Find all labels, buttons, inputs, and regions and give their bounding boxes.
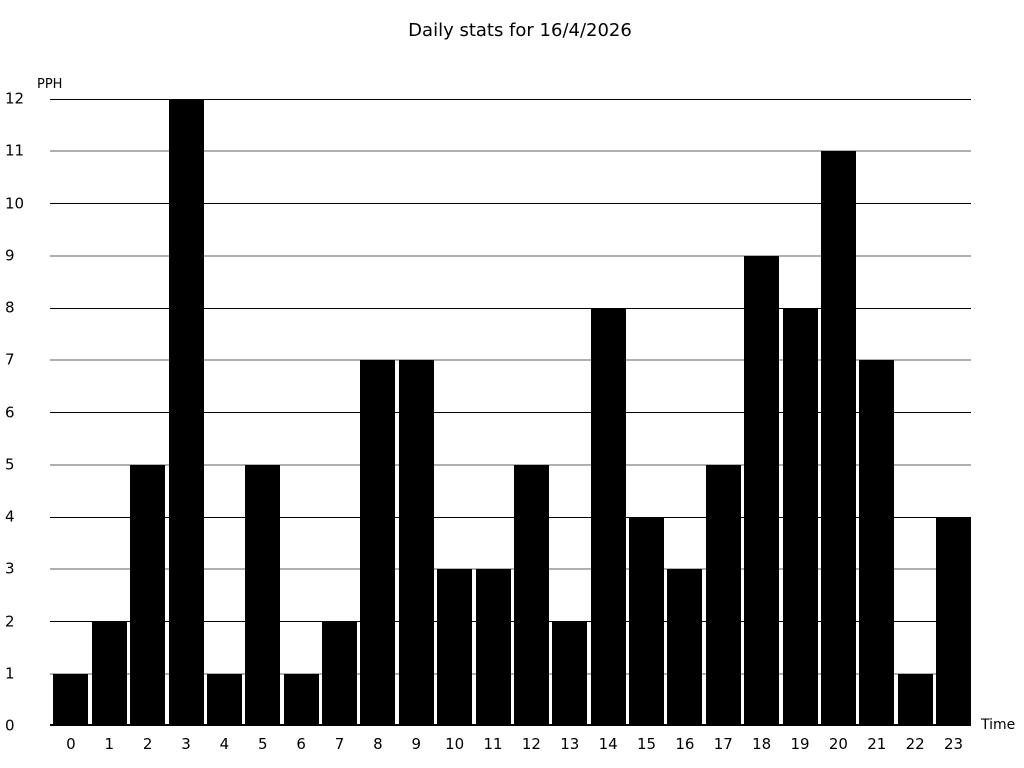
bar-hour-21 — [859, 360, 895, 726]
ytick-label-9: 9 — [5, 246, 15, 265]
gridline-y2 — [50, 621, 971, 622]
bar-hour-0 — [53, 673, 89, 726]
xtick-label-9: 9 — [411, 735, 422, 753]
xtick-label-7: 7 — [334, 735, 345, 753]
ytick-label-1: 1 — [5, 664, 15, 683]
xtick-label-21: 21 — [867, 735, 887, 753]
xtick-label-0: 0 — [66, 735, 76, 753]
bar-hour-23 — [936, 517, 971, 726]
xtick-label-23: 23 — [943, 735, 964, 753]
bar-hour-9 — [398, 360, 434, 726]
ytick-label-6: 6 — [5, 403, 15, 421]
xtick-label-22: 22 — [905, 735, 925, 753]
gridline-y8 — [50, 307, 971, 309]
xtick-label-18: 18 — [752, 735, 772, 753]
bar-hour-2 — [130, 464, 166, 726]
ytick-label-0: 0 — [5, 716, 15, 735]
y-axis-label: PPH — [37, 77, 63, 92]
ytick-label-12: 12 — [5, 89, 25, 108]
bar-hour-5 — [245, 464, 281, 726]
xtick-label-12: 12 — [521, 735, 541, 753]
ytick-label-3: 3 — [5, 559, 15, 578]
xtick-label-3: 3 — [181, 735, 191, 753]
bar-hour-6 — [283, 673, 319, 726]
xtick-label-11: 11 — [483, 735, 503, 753]
bar-hour-11 — [475, 569, 511, 726]
bar-hour-10 — [437, 569, 473, 726]
bar-hour-16 — [667, 569, 703, 726]
ytick-label-8: 8 — [5, 298, 15, 317]
xtick-label-20: 20 — [828, 735, 848, 753]
gridline-y4 — [50, 516, 971, 518]
ytick-label-11: 11 — [5, 141, 25, 160]
ytick-label-10: 10 — [5, 194, 25, 212]
gridline-y1 — [50, 672, 971, 675]
ytick-label-7: 7 — [5, 350, 15, 369]
gridline-y5 — [50, 463, 971, 466]
bar-hour-12 — [513, 464, 549, 726]
x-axis-line — [50, 724, 971, 726]
xtick-label-16: 16 — [675, 735, 695, 753]
bar-hour-4 — [206, 673, 242, 726]
bar-hour-1 — [91, 621, 127, 726]
bar-hour-8 — [360, 360, 396, 726]
ytick-label-4: 4 — [5, 507, 15, 526]
gridline-y3 — [50, 568, 971, 571]
bar-hour-7 — [322, 621, 357, 726]
ytick-label-5: 5 — [5, 455, 15, 474]
gridline-y9 — [50, 254, 971, 257]
bar-hour-3 — [168, 99, 204, 726]
bar-hour-15 — [629, 517, 664, 726]
xtick-label-13: 13 — [560, 735, 580, 753]
xtick-label-10: 10 — [445, 735, 465, 753]
x-axis-label: Time — [981, 717, 1016, 733]
xtick-label-5: 5 — [257, 735, 268, 753]
xtick-label-15: 15 — [636, 735, 657, 753]
xtick-label-6: 6 — [296, 735, 306, 753]
bar-hour-13 — [552, 621, 588, 726]
gridline-y11 — [50, 150, 971, 153]
xtick-label-8: 8 — [373, 735, 383, 753]
ytick-label-2: 2 — [5, 612, 15, 630]
gridline-y6 — [50, 412, 971, 413]
xtick-label-14: 14 — [598, 735, 618, 753]
xtick-label-17: 17 — [713, 735, 733, 753]
xtick-label-19: 19 — [790, 735, 810, 753]
xtick-label-4: 4 — [219, 735, 230, 753]
plot-area — [50, 98, 971, 726]
bar-hour-18 — [744, 255, 780, 726]
chart-title: Daily stats for 16/4/2026 — [408, 20, 632, 41]
bar-hour-19 — [782, 308, 818, 726]
bar-hour-17 — [705, 464, 741, 726]
bar-hour-20 — [820, 151, 856, 726]
gridline-y10 — [50, 203, 971, 204]
gridline-y12 — [50, 98, 971, 100]
bar-hour-22 — [897, 673, 933, 726]
xtick-label-2: 2 — [142, 735, 153, 753]
gridline-y7 — [50, 359, 971, 362]
xtick-label-1: 1 — [104, 735, 115, 753]
bar-hour-14 — [590, 308, 626, 726]
